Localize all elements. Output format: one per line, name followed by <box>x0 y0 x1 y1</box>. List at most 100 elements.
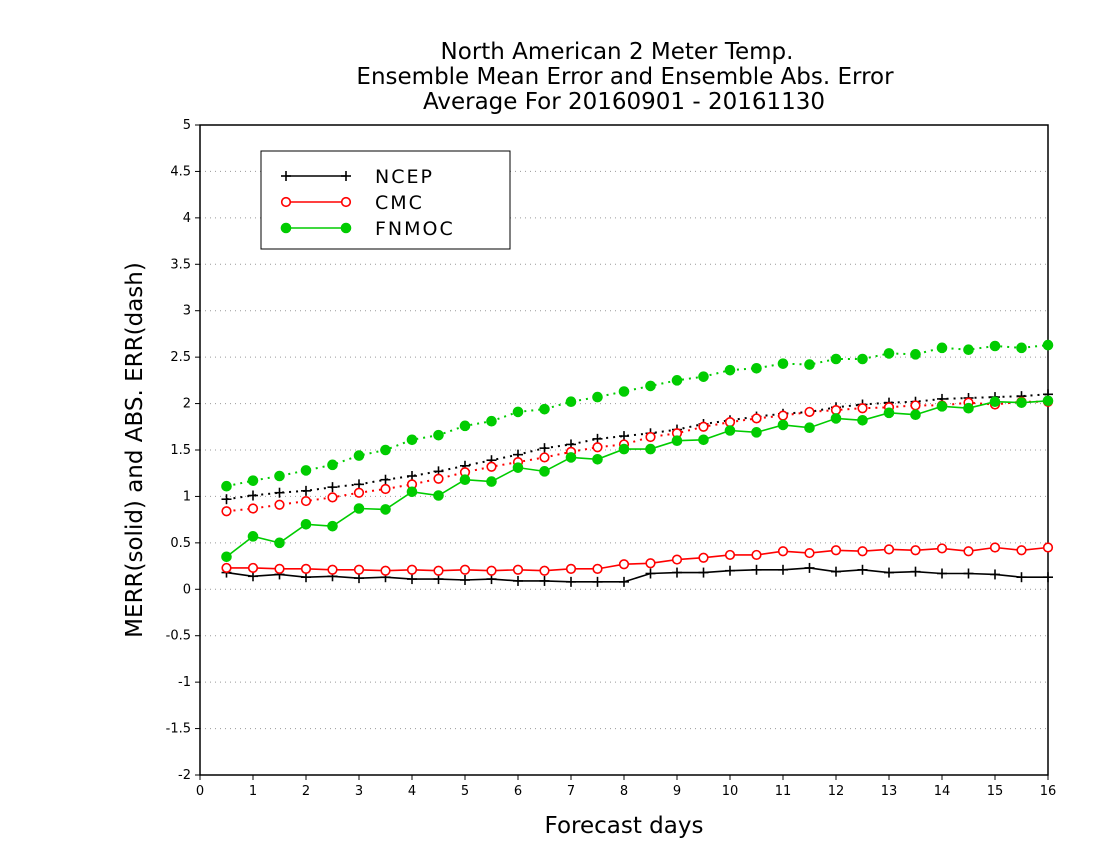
chart-title-line-3: Average For 20160901 - 20161130 <box>423 89 825 115</box>
x-tick-label: 0 <box>196 784 204 799</box>
fnmoc-mean-error-point <box>910 409 921 421</box>
fnmoc-mean-error-point <box>565 452 577 463</box>
chart-title-line-2: Ensemble Mean Error and Ensemble Abs. Er… <box>356 64 894 90</box>
fnmoc-mean-error-point <box>512 462 524 473</box>
fnmoc-mean-error-point <box>698 434 709 446</box>
legend-marker-left-fnmoc <box>280 222 292 234</box>
y-tick-label: 1 <box>183 489 191 504</box>
cmc-mean-error-point <box>539 565 550 576</box>
fnmoc-mean-error-point <box>671 435 683 447</box>
fnmoc-abs-error-point <box>618 386 630 397</box>
ncep-mean-error-point <box>804 562 815 573</box>
fnmoc-mean-error-point <box>300 518 312 530</box>
ncep-mean-error-point <box>884 567 894 578</box>
ncep-mean-error-point <box>407 574 417 585</box>
cmc-mean-error-point <box>327 564 338 575</box>
fnmoc-mean-error-point <box>221 551 232 563</box>
x-tick-label: 10 <box>722 784 739 799</box>
fnmoc-mean-error-point <box>1016 397 1027 408</box>
cmc-mean-error-point <box>486 565 497 576</box>
fnmoc-mean-error-point <box>645 443 656 455</box>
cmc-abs-error-point <box>804 406 815 418</box>
cmc-abs-error-point <box>592 442 603 453</box>
x-tick-label: 16 <box>1040 784 1057 799</box>
ncep-abs-error-line <box>226 393 1049 501</box>
fnmoc-abs-error-point <box>274 470 285 482</box>
fnmoc-mean-error-point <box>459 474 471 486</box>
ncep-mean-error-point <box>1016 572 1027 583</box>
cmc-mean-error-point <box>353 564 365 575</box>
x-tick-label: 2 <box>302 784 310 799</box>
ncep-abs-error-point <box>301 485 311 496</box>
legend: NCEP CMC FNMOC <box>260 150 511 250</box>
legend-box <box>260 150 511 250</box>
ncep-mean-error-point <box>857 564 868 575</box>
cmc-mean-error-point <box>247 562 259 574</box>
ncep-mean-error-point <box>1043 572 1053 583</box>
x-tick-label: 14 <box>934 784 951 799</box>
ncep-mean-error-point <box>539 575 550 586</box>
cmc-abs-error-point <box>777 410 789 421</box>
cmc-mean-error-point <box>592 563 603 574</box>
ncep-mean-error-point <box>513 575 523 586</box>
y-tick-label: -1.5 <box>166 722 191 737</box>
cmc-mean-error-point <box>989 542 1001 553</box>
cmc-mean-error-point <box>883 544 895 555</box>
ncep-mean-error-point <box>751 564 762 575</box>
y-tick-label: 1.5 <box>170 443 191 458</box>
cmc-mean-error-point <box>300 563 312 574</box>
cmc-mean-error-point <box>910 545 921 556</box>
y-tick-label: 2.5 <box>170 350 191 365</box>
cmc-mean-error-point <box>618 559 630 570</box>
fnmoc-abs-error-point <box>300 465 312 476</box>
x-tick-label: 5 <box>461 784 469 799</box>
legend-label-ncep: NCEP <box>375 166 434 188</box>
ncep-mean-error-point <box>566 576 576 587</box>
fnmoc-mean-error-point <box>1042 395 1054 407</box>
y-tick-label: 2 <box>183 397 191 412</box>
fnmoc-abs-error-point <box>777 358 789 369</box>
cmc-abs-error-line <box>226 400 1048 513</box>
y-tick-label: 0.5 <box>170 536 191 551</box>
fnmoc-abs-error-point <box>433 429 444 441</box>
ncep-abs-error-point <box>539 443 550 454</box>
fnmoc-mean-error-point <box>830 413 842 424</box>
cmc-mean-error-point <box>963 546 974 557</box>
ncep-mean-error-point <box>672 567 682 578</box>
y-tick-label: -2 <box>178 768 191 783</box>
cmc-abs-error-point <box>857 403 868 414</box>
fnmoc-abs-error-point <box>751 362 762 374</box>
y-tick-label: -0.5 <box>166 629 191 644</box>
cmc-mean-error-point <box>936 543 948 554</box>
cmc-mean-error-point <box>645 558 656 569</box>
cmc-mean-error-point <box>777 546 789 557</box>
cmc-mean-error-point <box>751 549 762 561</box>
y-tick-label: 3.5 <box>170 257 191 272</box>
legend-item-ncep: NCEP <box>281 166 434 188</box>
cmc-abs-error-point <box>698 421 709 432</box>
ncep-abs-error-point <box>274 487 285 498</box>
cmc-mean-error-point <box>724 549 736 561</box>
fnmoc-abs-error-point <box>936 342 948 354</box>
fnmoc-abs-error-point <box>1042 339 1054 351</box>
legend-marker-left-cmc <box>280 196 292 208</box>
fnmoc-abs-error-point <box>539 403 550 415</box>
cmc-mean-error-point <box>565 563 577 574</box>
fnmoc-abs-error-point <box>247 475 259 486</box>
cmc-mean-error-point <box>1016 545 1027 556</box>
fnmoc-abs-error-point <box>724 364 736 376</box>
y-tick-label: 4 <box>183 211 191 226</box>
cmc-mean-error-point <box>459 564 471 575</box>
x-axis-label: Forecast days <box>545 813 704 839</box>
fnmoc-abs-error-point <box>512 406 524 418</box>
cmc-mean-error-point <box>274 563 285 574</box>
cmc-abs-error-point <box>645 431 656 443</box>
y-tick-label: 3 <box>183 304 191 319</box>
fnmoc-abs-error-point <box>380 444 391 456</box>
fnmoc-abs-error-point <box>830 353 842 365</box>
x-tick-label: 4 <box>408 784 416 799</box>
fnmoc-mean-error-point <box>353 503 365 514</box>
series-fnmoc <box>221 339 1054 563</box>
fnmoc-abs-error-point <box>486 415 497 427</box>
fnmoc-abs-error-point <box>406 434 418 446</box>
